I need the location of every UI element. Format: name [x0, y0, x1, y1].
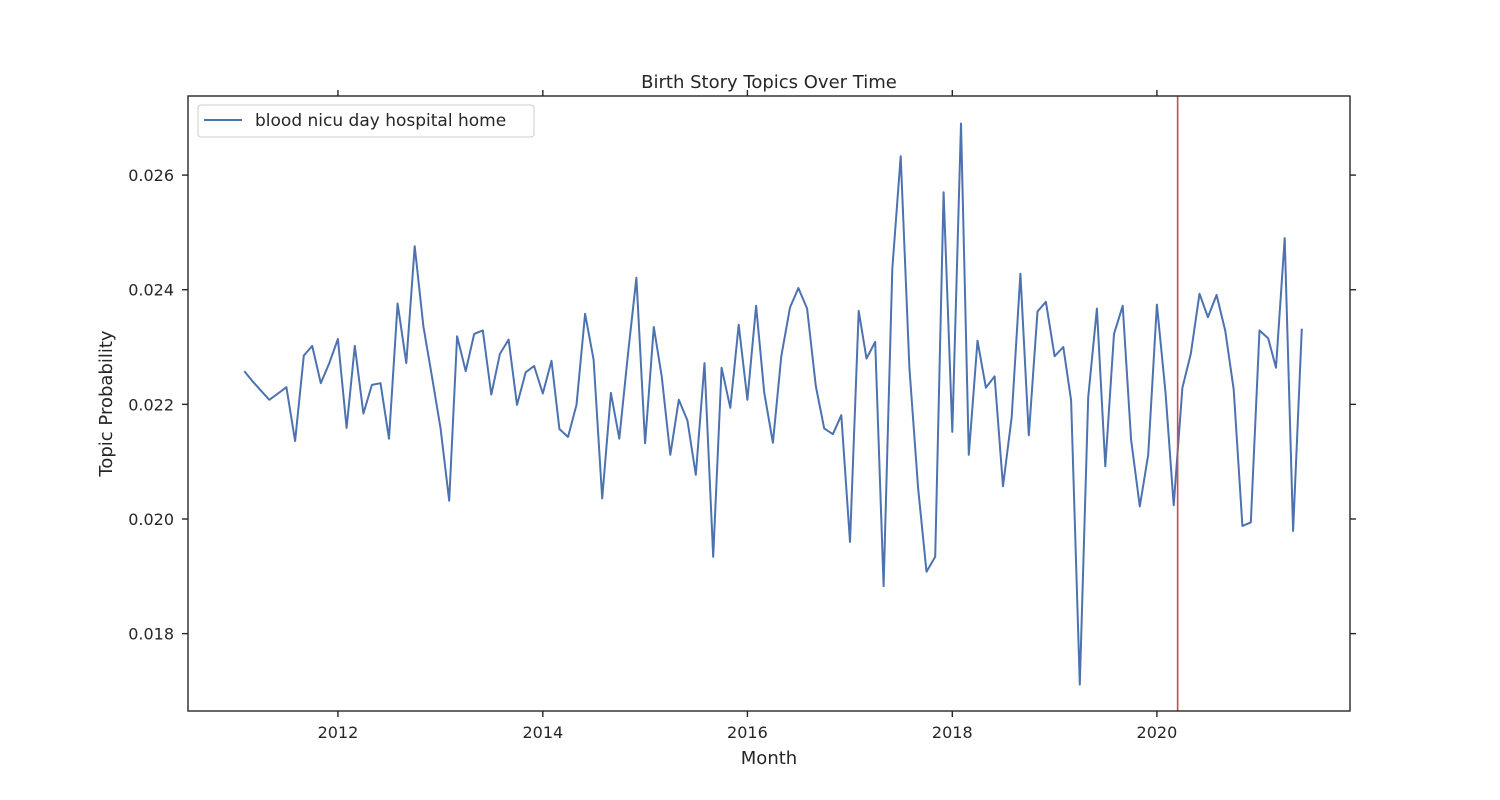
y-tick-label: 0.018 [128, 625, 174, 644]
y-tick-label: 0.020 [128, 510, 174, 529]
plot-frame [187, 95, 1351, 712]
ticks: 2012 2014 2016 2018 2020 0.018 0.020 0.022 0.024… [128, 90, 1356, 742]
y-tick-label: 0.026 [128, 166, 174, 185]
x-tick-label: 2016 [727, 723, 768, 742]
y-tick-label: 0.022 [128, 395, 174, 414]
x-tick-label: 2012 [318, 723, 359, 742]
series-line [243, 122, 1303, 686]
x-tick-label: 2018 [932, 723, 973, 742]
y-axis-title: Topic Probability [96, 330, 117, 477]
chart-title: Birth Story Topics Over Time [641, 72, 897, 93]
legend-label: blood nicu day hospital home [255, 111, 506, 131]
y-tick-label: 0.024 [128, 281, 174, 300]
x-axis-title: Month [741, 748, 797, 769]
plot-area [243, 96, 1303, 711]
legend-box [197, 104, 535, 138]
x-tick-label: 2020 [1137, 723, 1178, 742]
x-tick-label: 2014 [522, 723, 563, 742]
legend: blood nicu day hospital home [197, 104, 535, 138]
